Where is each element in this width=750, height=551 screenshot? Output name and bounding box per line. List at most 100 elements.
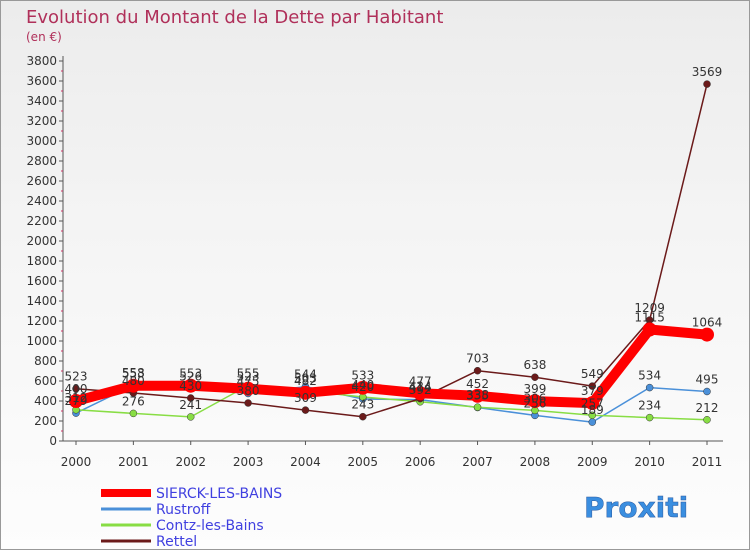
chart-subtitle: (en €) — [26, 30, 62, 44]
y-tick-label: 1200 — [26, 314, 57, 328]
series-line-sierck-les-bains — [71, 324, 712, 409]
data-label: 399 — [523, 382, 546, 396]
data-label: 503 — [294, 372, 317, 386]
series-line-rettel — [75, 83, 708, 418]
brand-logo: Proxiti — [584, 491, 689, 525]
x-tick-label: 2009 — [577, 455, 608, 469]
y-tick-label: 1400 — [26, 294, 57, 308]
data-label: 553 — [179, 367, 202, 381]
data-label: 482 — [294, 374, 317, 388]
data-point — [186, 413, 195, 421]
data-point — [470, 388, 485, 403]
y-tick-label: 2000 — [26, 234, 57, 248]
data-point — [72, 384, 80, 393]
y-tick-label: 2400 — [26, 194, 57, 208]
data-label: 3569 — [692, 65, 723, 79]
data-label: 526 — [179, 369, 202, 383]
data-point — [531, 373, 539, 381]
legend-label: Rustroff — [156, 502, 211, 518]
data-point — [588, 418, 597, 426]
y-tick-label: 3200 — [26, 114, 57, 128]
series-layer — [69, 80, 714, 426]
data-label: 309 — [294, 391, 317, 405]
data-label: 414 — [409, 381, 432, 395]
y-tick-label: 3000 — [26, 134, 57, 148]
x-tick-label: 2000 — [61, 455, 92, 469]
x-tick-label: 2007 — [462, 455, 493, 469]
data-point — [126, 378, 141, 393]
data-point — [355, 380, 370, 395]
axes: 0 200 400 600 800 1000 1200 1400 1600 1800 2000 220… — [26, 54, 723, 469]
x-tick-label: 2002 — [175, 455, 206, 469]
x-tick-label: 2003 — [233, 455, 264, 469]
y-tick-label: 3800 — [26, 54, 57, 68]
y-tick-label: 2200 — [26, 214, 57, 228]
data-point — [703, 80, 711, 88]
data-point — [585, 396, 600, 411]
chart-title: Evolution du Montant de la Dette par Hab… — [26, 7, 443, 28]
data-label: 638 — [523, 358, 546, 372]
data-label: 549 — [581, 367, 604, 381]
data-point — [645, 383, 654, 392]
data-point — [69, 394, 83, 408]
data-point — [645, 413, 654, 422]
data-label: 420 — [351, 380, 374, 394]
data-label: 1209 — [634, 301, 665, 315]
x-tick-label: 2011 — [692, 455, 723, 469]
data-label: 392 — [409, 383, 432, 397]
x-tick-label: 2005 — [348, 455, 379, 469]
data-label: 1064 — [692, 316, 723, 330]
logo-text: Proxiti — [584, 491, 688, 524]
x-tick-label: 2004 — [290, 455, 321, 469]
data-labels: 400 553 553 523 482 533 477 452 399 379 1115 1064 27… — [65, 65, 723, 417]
data-label: 257 — [581, 396, 604, 410]
y-tick-label: 2600 — [26, 174, 57, 188]
data-point — [413, 386, 428, 401]
data-label: 234 — [638, 399, 661, 413]
data-point — [473, 366, 482, 375]
data-label: 523 — [237, 370, 260, 384]
y-tick-label: 0 — [49, 434, 57, 448]
data-label: 380 — [237, 384, 260, 398]
data-label: 424 — [409, 380, 432, 394]
legend-label: SIERCK-LES-BAINS — [156, 486, 282, 502]
y-tick-label: 400 — [34, 394, 57, 408]
data-label: 430 — [179, 379, 202, 393]
data-label: 1115 — [634, 311, 665, 325]
y-tick-label: 200 — [34, 414, 57, 428]
data-label: 555 — [237, 367, 260, 381]
data-label: 477 — [409, 374, 432, 388]
data-point — [642, 322, 657, 337]
data-label: 338 — [466, 388, 489, 402]
data-label: 553 — [122, 367, 145, 381]
data-point — [588, 411, 597, 420]
data-point — [703, 387, 711, 396]
y-tick-label: 3600 — [26, 74, 57, 88]
x-tick-label: 2008 — [520, 455, 551, 469]
data-label: 306 — [523, 391, 546, 405]
data-label: 534 — [638, 369, 661, 383]
y-tick-label: 1000 — [26, 334, 57, 348]
data-point — [298, 385, 313, 400]
legend-label: Rettel — [156, 534, 197, 550]
data-point — [129, 409, 138, 418]
y-tick-label: 1800 — [26, 254, 57, 268]
y-tick-label: 1600 — [26, 274, 57, 288]
data-label: 544 — [294, 368, 317, 382]
data-label: 558 — [122, 366, 145, 380]
data-label: 279 — [65, 394, 88, 408]
data-label: 495 — [696, 373, 719, 387]
data-label: 241 — [179, 398, 202, 412]
data-point — [703, 416, 711, 424]
data-point — [301, 406, 310, 414]
data-point — [527, 394, 542, 409]
data-point — [700, 327, 714, 342]
data-label: 523 — [65, 370, 88, 384]
legend-label: Contz-les-Bains — [156, 518, 264, 534]
y-tick-label: 3400 — [26, 94, 57, 108]
data-label: 440 — [351, 378, 374, 392]
data-label: 400 — [65, 382, 88, 396]
x-tick-label: 2006 — [405, 455, 436, 469]
